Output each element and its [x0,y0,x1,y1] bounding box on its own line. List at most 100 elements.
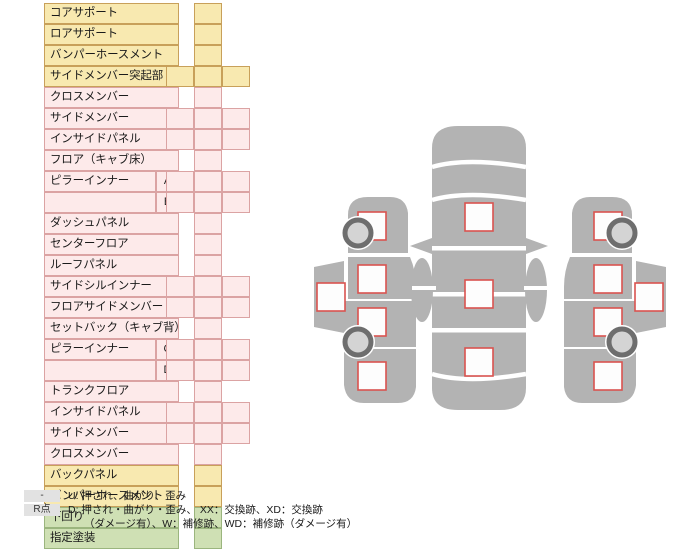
condition-cell-center[interactable] [194,108,222,129]
condition-cell-center[interactable] [194,150,222,171]
condition-cell-left[interactable] [166,297,194,318]
right-view-wheel-rear[interactable] [606,326,638,358]
right-view-marker-4[interactable] [593,361,623,391]
condition-cell-right[interactable] [222,108,250,129]
condition-cell-center[interactable] [194,255,222,276]
condition-cell-left[interactable] [166,360,194,381]
legend-badge-dash: - [24,490,60,502]
condition-cell-center[interactable] [194,402,222,423]
part-name-label: ピラーインナー [44,339,156,360]
top-view-marker-rear[interactable] [464,347,494,377]
condition-cell-center[interactable] [194,318,222,339]
condition-cell-right[interactable] [222,423,250,444]
table-row: トランクフロア [44,381,256,402]
part-name-label: バックパネル [44,465,179,486]
condition-cell-left[interactable] [166,66,194,87]
part-name-label: クロスメンバー [44,87,179,108]
condition-cell-center[interactable] [194,3,222,24]
top-view-marker-front[interactable] [464,202,494,232]
right-view-wheel-front[interactable] [606,217,638,249]
right-side-view [564,197,666,403]
condition-cell-center[interactable] [194,507,222,528]
condition-cell-center[interactable] [194,486,222,507]
condition-cell-center[interactable] [194,192,222,213]
legend-text-d: D: 押され・曲がり・歪み、 XX：交換跡、XD：交換跡 [68,504,323,516]
part-name-label: ダッシュパネル [44,213,179,234]
condition-cell-center[interactable] [194,465,222,486]
table-row: 指定塗装 [44,528,256,549]
top-view-marker-center[interactable] [464,279,494,309]
condition-cell-right[interactable] [222,402,250,423]
part-name-label: インサイドパネル [44,129,179,150]
part-name-label: インサイドパネル [44,402,179,423]
table-row: クロスメンバー [44,87,256,108]
table-row: バックパネル [44,465,256,486]
condition-cell-left[interactable] [166,108,194,129]
table-row: セットバック（キャブ背） [44,318,256,339]
condition-cell-center[interactable] [194,276,222,297]
left-view-wheel-rear[interactable] [342,326,374,358]
table-row: インサイドパネル [44,129,256,150]
condition-cell-center[interactable] [194,339,222,360]
condition-cell-center[interactable] [194,66,222,87]
condition-cell-center[interactable] [194,45,222,66]
condition-cell-right[interactable] [222,192,250,213]
parts-condition-table: コアサポート ロアサポート バンパーホースメント サイドメンバー突起部 クロスメンバーサ… [44,3,256,549]
condition-cell-left[interactable] [166,339,194,360]
top-view-side-left-line [412,286,436,290]
condition-cell-center[interactable] [194,381,222,402]
condition-cell-left[interactable] [166,129,194,150]
left-view-marker-2[interactable] [357,264,387,294]
condition-cell-center[interactable] [194,528,222,549]
condition-cell-center[interactable] [194,423,222,444]
legend-text-continued: （ダメージ有）、W：補修跡、WD：補修跡（ダメージ有） [84,518,358,530]
top-view-side-right-line [524,286,548,290]
legend-text-u: U: 押され、曲がり、歪み [68,490,187,502]
left-view-marker-4[interactable] [357,361,387,391]
condition-cell-right[interactable] [222,339,250,360]
top-view-divider-3 [432,246,526,251]
condition-cell-right[interactable] [222,129,250,150]
condition-cell-center[interactable] [194,360,222,381]
left-side-view [314,197,416,403]
table-row: センターフロア [44,234,256,255]
condition-cell-right[interactable] [222,297,250,318]
condition-cell-center[interactable] [194,213,222,234]
condition-cell-left[interactable] [166,192,194,213]
condition-cell-left[interactable] [166,171,194,192]
part-name-label: サイドメンバー突起部 [44,66,179,87]
top-view-mirror-right [526,238,548,254]
legend: - U: 押され、曲がり、歪み R点 D: 押され・曲がり・歪み、 XX：交換跡… [24,489,424,531]
legend-row-continued: （ダメージ有）、W：補修跡、WD：補修跡（ダメージ有） [24,517,424,531]
right-view-marker-hood[interactable] [634,282,664,312]
part-name-label: サイドシルインナー [44,276,179,297]
condition-cell-left[interactable] [166,276,194,297]
condition-cell-center[interactable] [194,297,222,318]
condition-cell-center[interactable] [194,24,222,45]
condition-cell-right[interactable] [222,171,250,192]
left-view-wheel-front[interactable] [342,217,374,249]
legend-row-u: - U: 押され、曲がり、歪み [24,489,424,503]
part-name-label: ルーフパネル [44,255,179,276]
part-name-label: サイドメンバー [44,423,179,444]
part-name-label: セットバック（キャブ背） [44,318,186,339]
condition-cell-left[interactable] [166,402,194,423]
condition-cell-center[interactable] [194,234,222,255]
condition-cell-right[interactable] [222,360,250,381]
condition-cell-center[interactable] [194,171,222,192]
table-row: バンパーホースメント [44,486,256,507]
inspection-diagram-page: コアサポート ロアサポート バンパーホースメント サイドメンバー突起部 クロスメンバーサ… [24,3,666,549]
top-view-divider-6 [431,371,527,382]
top-view-divider-2 [431,192,527,203]
table-row: B [44,192,256,213]
right-view-marker-2[interactable] [593,264,623,294]
condition-cell-left[interactable] [166,423,194,444]
top-view [410,126,548,410]
condition-cell-right[interactable] [222,66,250,87]
condition-cell-center[interactable] [194,87,222,108]
left-view-marker-hood[interactable] [316,282,346,312]
condition-cell-center[interactable] [194,444,222,465]
part-name-label: フロアサイドメンバー [44,297,179,318]
condition-cell-right[interactable] [222,276,250,297]
condition-cell-center[interactable] [194,129,222,150]
